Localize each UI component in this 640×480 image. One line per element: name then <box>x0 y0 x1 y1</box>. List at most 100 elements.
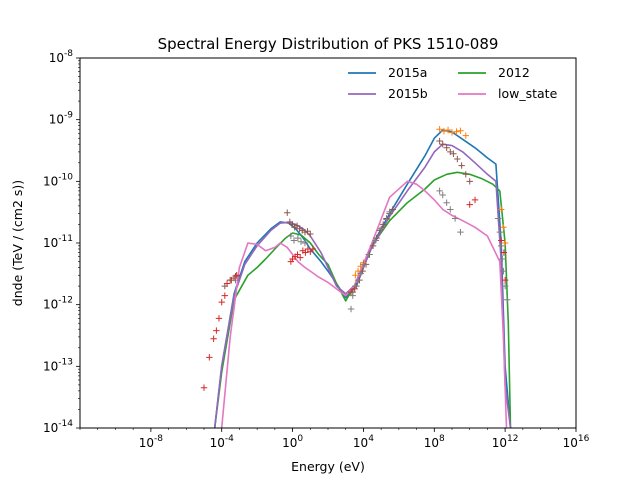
data-point-gray <box>294 234 302 242</box>
data-point-gray <box>352 282 359 290</box>
data-point-orange <box>436 126 443 133</box>
y-tick-label: 10-9 <box>49 111 74 127</box>
data-point-brown <box>307 230 314 238</box>
data-point-red <box>471 196 479 204</box>
x-tick-label: 10-4 <box>210 434 235 450</box>
data-point-gray <box>496 228 504 236</box>
data-point-gray <box>377 225 385 232</box>
data-point-gray <box>447 206 454 213</box>
data-point-brown <box>466 178 473 185</box>
data-point-orange <box>444 126 452 134</box>
y-tick-label: 10-8 <box>49 49 74 65</box>
y-tick-label: 10-12 <box>43 296 73 312</box>
data-point-gray <box>365 251 372 258</box>
data-point-gray <box>501 282 509 290</box>
data-point-red <box>498 237 505 244</box>
y-tick-label: 10-11 <box>43 234 73 250</box>
data-point-brown <box>443 144 450 151</box>
data-point-gray <box>357 270 364 277</box>
chart-title: Spectral Energy Distribution of PKS 1510… <box>158 35 499 53</box>
data-point-orange <box>453 128 460 135</box>
x-tick-label: 104 <box>353 434 374 450</box>
data-point-brown <box>376 227 384 234</box>
data-point-gray <box>354 276 362 284</box>
data-point-orange <box>448 129 456 136</box>
data-point-red <box>302 249 309 256</box>
y-axis-ticks: 10-14 10-13 10-12 10-11 10-10 10-9 10-8 <box>43 49 80 435</box>
data-point-red <box>206 354 213 361</box>
data-point-orange <box>440 128 448 135</box>
y-tick-label: 10-10 <box>43 172 73 188</box>
data-point-gray <box>290 237 298 244</box>
data-point-red <box>297 254 304 261</box>
legend-label-2015a: 2015a <box>388 65 427 80</box>
data-point-gray <box>443 199 450 206</box>
data-point-gray <box>372 237 380 244</box>
data-point-gray <box>457 228 464 236</box>
data-point-gray <box>499 255 506 263</box>
data-point-brown <box>369 242 377 250</box>
data-point-red <box>500 249 508 256</box>
legend-label-2012: 2012 <box>498 65 530 80</box>
data-point-red <box>294 251 301 258</box>
data-point-brown <box>439 141 446 148</box>
y-tick-label: 10-14 <box>43 419 73 435</box>
legend: 2015a 2012 2015b low_state <box>348 65 558 101</box>
data-point-orange <box>457 127 464 134</box>
x-tick-label: 1016 <box>563 434 590 450</box>
data-point-gray <box>347 305 355 313</box>
data-point-orange <box>500 224 507 231</box>
y-axis-label: dnde (TeV / (cm2 s)) <box>10 180 25 306</box>
data-point-red <box>501 276 509 284</box>
data-point-gray <box>349 292 356 299</box>
data-point-red <box>213 327 220 334</box>
x-axis-ticks: 10-8 10-4 100 104 108 1012 1016 <box>79 428 590 450</box>
data-point-orange <box>501 239 509 247</box>
data-point-red <box>309 245 317 253</box>
x-tick-label: 1012 <box>492 434 519 450</box>
data-point-brown <box>284 209 291 216</box>
data-point-gray <box>498 242 505 250</box>
x-tick-label: 100 <box>282 434 303 450</box>
x-axis-label: Energy (eV) <box>291 459 365 474</box>
data-point-red <box>466 201 473 208</box>
data-point-gray <box>503 296 511 303</box>
series-line-low_state <box>220 180 508 428</box>
data-point-gray <box>436 187 443 195</box>
data-point-brown <box>436 137 443 145</box>
legend-label-2015b: 2015b <box>388 86 428 101</box>
plot-area <box>80 58 576 428</box>
data-point-gray <box>232 276 239 284</box>
data-point-red <box>200 384 208 391</box>
data-point-brown <box>454 155 461 163</box>
legend-label-low_state: low_state <box>498 86 558 101</box>
data-point-brown <box>450 150 457 157</box>
y-tick-label: 10-13 <box>43 357 73 373</box>
data-point-gray <box>500 267 507 275</box>
data-point-gray <box>360 261 367 268</box>
data-point-orange <box>462 132 469 139</box>
data-point-brown <box>462 171 469 178</box>
data-point-brown <box>304 228 311 235</box>
data-point-brown <box>379 221 387 228</box>
data-point-gray <box>439 191 446 199</box>
data-point-red <box>218 298 225 306</box>
x-tick-label: 108 <box>424 434 445 450</box>
data-point-gray <box>451 215 459 222</box>
x-tick-label: 10-8 <box>139 434 164 450</box>
data-point-gray <box>494 215 502 222</box>
data-point-red <box>215 315 223 322</box>
points-layer <box>200 126 511 391</box>
data-point-orange <box>352 272 359 279</box>
data-point-gray <box>301 239 309 247</box>
data-point-gray <box>383 216 390 223</box>
data-point-gray <box>287 232 295 240</box>
data-point-gray <box>386 208 393 216</box>
data-point-red <box>210 335 217 342</box>
data-point-gray <box>297 238 305 245</box>
data-point-brown <box>221 282 229 290</box>
data-point-red <box>233 272 240 279</box>
data-point-brown <box>458 162 465 169</box>
data-point-orange <box>498 206 505 213</box>
